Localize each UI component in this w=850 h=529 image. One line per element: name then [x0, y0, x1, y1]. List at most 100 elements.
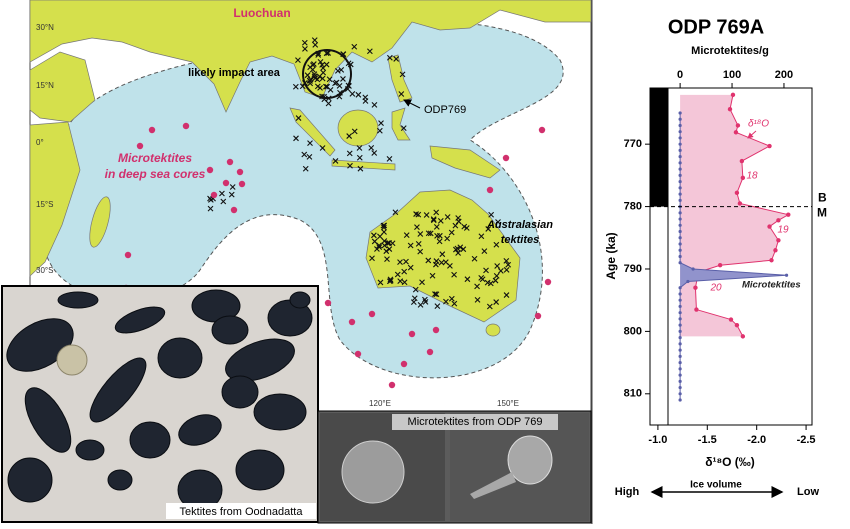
x-axis-title: δ¹⁸O (‰) [705, 455, 755, 469]
tektite-find [434, 303, 441, 309]
data-point [678, 354, 682, 358]
x2-tick-label: 100 [723, 69, 741, 81]
microtektite-site [426, 348, 434, 356]
data-point [678, 286, 682, 290]
tektite-photo: Tektites from Oodnadatta [1, 285, 319, 523]
tektite [129, 421, 171, 459]
tektite-find [319, 75, 326, 82]
tektite-find [319, 61, 326, 68]
photo-caption: Microtektites from ODP 769 [408, 416, 543, 428]
map-marks [100, 37, 552, 389]
data-point [678, 317, 682, 321]
tektite-find [381, 238, 388, 244]
data-point [678, 123, 682, 128]
y-tick-label: 790 [624, 263, 642, 275]
tektite-find [394, 271, 401, 278]
tektite-find [381, 224, 387, 231]
data-point [678, 248, 682, 252]
data-point [678, 304, 682, 309]
tektite-find [494, 263, 501, 269]
data-point [767, 143, 772, 149]
tektite-find [386, 246, 393, 252]
microtektite-site [238, 180, 246, 188]
tektite-find [356, 154, 363, 161]
tektite-find [478, 233, 485, 240]
tektite-find [334, 68, 341, 74]
data-point [728, 317, 734, 322]
tektite-find [349, 91, 356, 97]
x-tick-label: -2.5 [797, 434, 816, 446]
tektite-find [324, 83, 331, 90]
data-point [678, 192, 682, 196]
tektite-find [417, 248, 424, 255]
series-line [694, 94, 790, 337]
data-point [678, 261, 682, 265]
tektite-find [332, 80, 338, 87]
data-point [678, 130, 682, 134]
latitude-label: 30°S [36, 266, 53, 275]
map-label: Microtektites [118, 151, 192, 165]
tektite-find [503, 292, 510, 298]
tektite-find [393, 56, 400, 62]
data-point [678, 385, 682, 390]
tektite-find [207, 205, 214, 212]
tektite-find [457, 244, 464, 251]
ice-volume-label: Ice volume [690, 480, 742, 491]
land-africa [29, 121, 81, 277]
odp-arrow [403, 99, 421, 109]
tektite [114, 306, 166, 334]
microtektite-site [400, 360, 408, 368]
tektite-find [387, 277, 394, 284]
tektite-find [220, 198, 227, 205]
data-point [740, 334, 746, 339]
tektite-find [454, 245, 461, 252]
data-point [678, 392, 682, 396]
stage-label: 19 [777, 225, 789, 236]
data-point [734, 190, 740, 196]
data-point [678, 348, 682, 352]
tektite-find [307, 78, 313, 84]
tektite-find [386, 54, 393, 61]
tektite-find [384, 240, 391, 247]
tektite-find [452, 222, 459, 229]
data-point [678, 161, 682, 165]
tektite-find [371, 150, 378, 156]
map-label: in deep sea cores [105, 167, 206, 181]
latitude-label: 30°N [36, 23, 54, 32]
data-point [776, 238, 781, 243]
microtektite-site [544, 278, 552, 286]
tektite-find [448, 295, 455, 302]
tektite-find [311, 37, 318, 44]
data-point [678, 117, 682, 121]
tektite-find [474, 296, 481, 303]
data-point [678, 155, 682, 159]
y-tick-label: 800 [624, 325, 642, 337]
y-axis-title: Age (ka) [604, 232, 618, 279]
tektite-find [464, 276, 471, 283]
microtektite-site [486, 186, 494, 194]
boundary-label: B [818, 191, 827, 205]
microtektite-site [368, 310, 376, 318]
tektite-find [397, 259, 403, 266]
boundary-label: M [817, 206, 827, 220]
y-tick-label: 770 [624, 138, 642, 150]
map-label: tektites [501, 234, 540, 246]
data-point [740, 175, 746, 181]
series-pointer [747, 130, 757, 139]
data-point [678, 136, 682, 140]
latitude-label: 15°S [36, 200, 53, 209]
tektite-find [495, 219, 501, 225]
longitude-label: 120°E [369, 399, 391, 408]
data-point [678, 167, 682, 171]
map-label: ODP769 [424, 104, 466, 116]
tektite-find [323, 50, 330, 57]
tektite-find [451, 271, 457, 278]
tektite-find [392, 209, 399, 216]
tektite-find [387, 276, 394, 283]
data-point [773, 248, 778, 253]
tektite-find [295, 57, 301, 63]
data-point [678, 292, 682, 296]
series-label: Microtektites [742, 280, 801, 291]
data-point [678, 373, 682, 377]
tektite-find [485, 226, 492, 232]
